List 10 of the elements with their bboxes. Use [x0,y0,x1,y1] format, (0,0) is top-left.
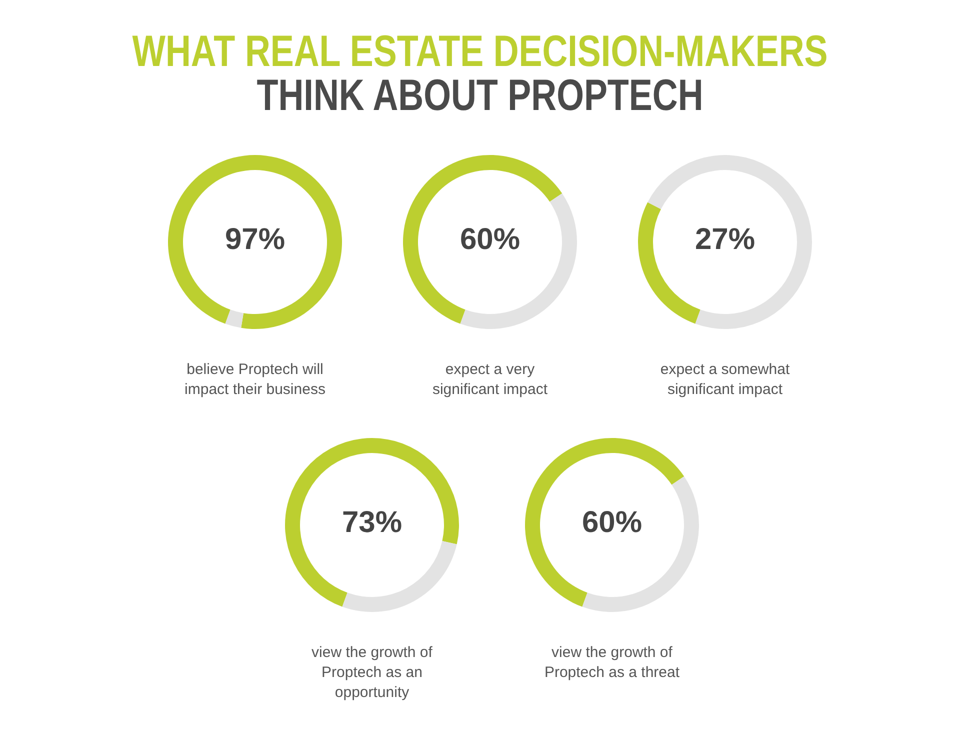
text: 73% [340,505,404,541]
text: 97% [224,222,286,258]
text: 27% [694,222,756,258]
text: 60% [580,505,644,541]
text: 60% [458,222,522,258]
text: expect a very significant impact [431,360,549,400]
text: view the growth of Proptech as an opportunity [310,643,434,703]
text: view the growth of Proptech as a threat [543,643,681,683]
text: believe Proptech will impact their business [184,360,326,400]
text: expect a somewhat significant impact [659,360,791,400]
